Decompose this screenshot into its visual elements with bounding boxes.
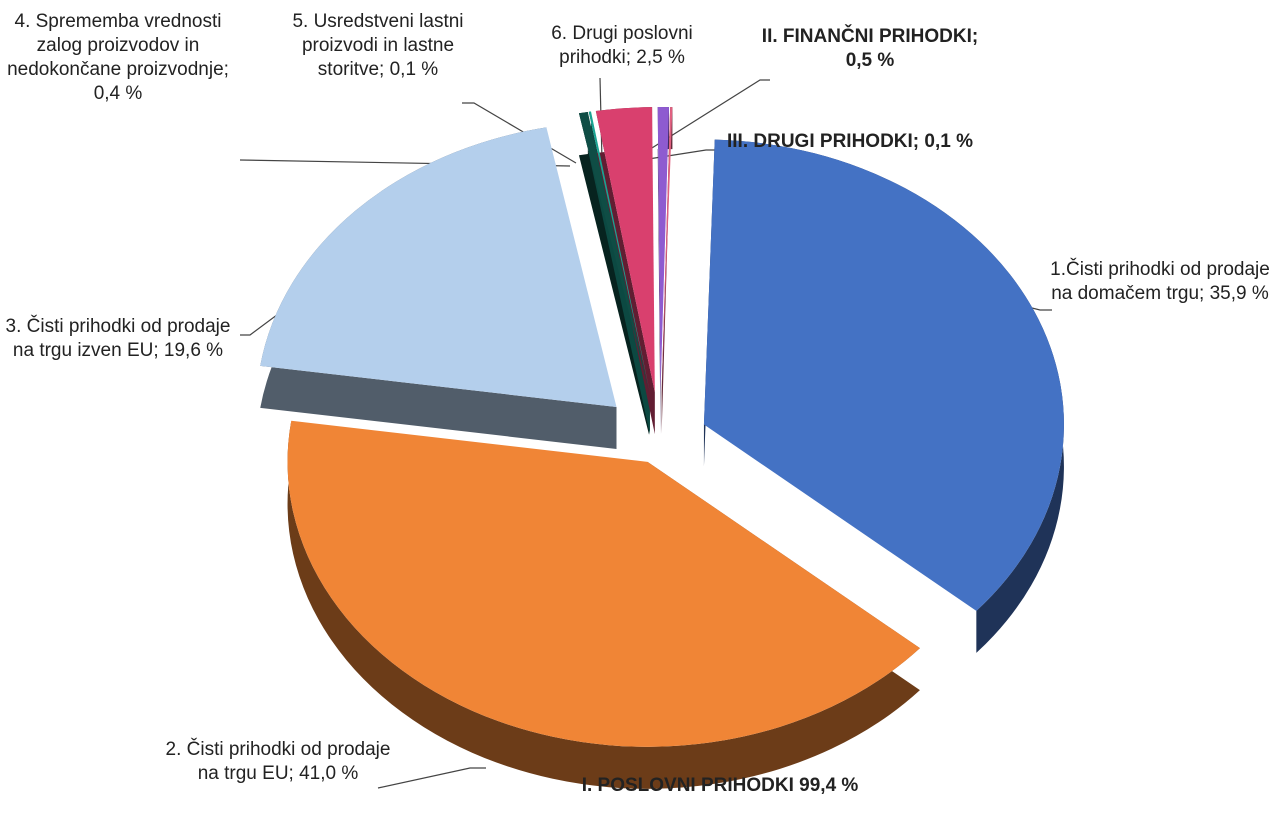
slice [578,111,650,393]
slice [287,420,920,747]
slice [588,111,650,393]
data-label: 6. Drugi poslovni prihodki; 2,5 % [551,23,693,68]
leader-line [635,79,770,159]
data-label: 5. Usredstveni lastni proizvodi in lastn… [292,11,464,80]
slice [260,127,617,407]
data-label: III. DRUGI PRIHODKI; 0,1 % [727,131,973,152]
slice-side [578,111,650,435]
data-label: 2. Čisti prihodki od prodaje na trgu EU;… [165,739,391,784]
leader-line [377,767,486,789]
data-label: II. FINANČNI PRIHODKI; 0,5 % [761,26,979,71]
slice-tops [260,107,1064,747]
slice [703,139,1064,611]
data-label: 4. Sprememba vrednosti zalog proizvodov … [7,11,229,104]
slice [595,107,655,393]
data-label: 1.Čisti prihodki od prodaje na domačem t… [1050,259,1270,304]
total-annotation: I. POSLOVNI PRIHODKI 99,4 % [581,775,859,796]
slice [661,107,673,393]
slice-side [661,107,673,435]
leader-line [641,149,718,161]
slice [657,107,670,393]
data-label: 3. Čisti prihodki od prodaje na trgu izv… [5,316,231,361]
